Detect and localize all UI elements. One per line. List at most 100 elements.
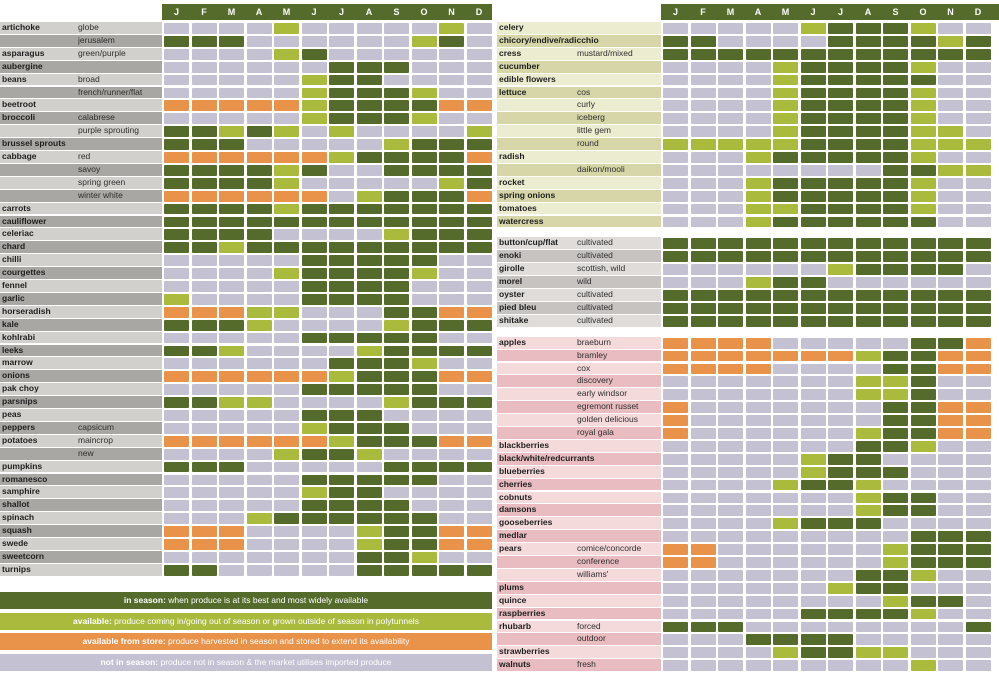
season-cell-j [800,389,826,401]
season-cell-a [745,126,771,138]
produce-variety: iceberg [577,112,605,123]
season-cell-m [773,35,798,47]
season-cell-s [384,152,409,163]
produce-variety: cultivated [577,289,613,299]
season-cell-o [910,595,936,607]
month-label: D [974,7,982,17]
season-cell-n [439,551,464,563]
season-cell-f [690,582,716,594]
season-cell-d [965,350,991,362]
row-label-bg [497,47,661,60]
season-cell-a [246,358,272,370]
season-cell-s [883,440,908,452]
season-cell-a [745,608,771,620]
season-cell-m [718,634,743,646]
season-cell-d [965,544,991,555]
season-cell-j [164,487,189,499]
season-cell-a [246,448,272,460]
season-cell-n [938,35,963,47]
row-label-bg [0,267,162,279]
season-cell-s [883,23,908,34]
season-cell-a [356,564,382,576]
season-cell-j [301,345,327,357]
month-label: M [282,7,291,17]
season-cell-a [745,440,771,452]
season-cell-f [690,608,716,620]
season-cell-j [800,376,826,388]
season-cell-s [883,126,908,138]
season-cell-j [800,177,826,189]
season-cell-j [329,126,354,138]
row-label-bg [0,538,162,550]
season-cell-f [191,384,217,396]
season-cell-j [800,315,826,327]
season-cell-s [384,358,409,370]
season-cell-o [910,634,936,646]
row-label-bg [497,189,661,202]
season-cell-j [301,113,327,125]
season-cell-s [883,608,908,620]
row-label-bg [0,499,162,512]
season-cell-f [690,238,716,250]
season-cell-n [439,306,464,318]
season-cell-j [828,113,853,125]
season-cell-j [663,290,688,301]
season-cell-d [466,177,492,189]
season-cell-n [938,100,963,112]
season-cell-j [301,268,327,279]
season-cell-m [773,518,798,530]
season-cell-a [855,479,881,491]
row-label-bg [0,241,162,254]
produce-name: rhubarb [499,620,532,631]
season-cell-a [246,551,272,563]
season-cell-j [663,74,688,86]
month-label: A [754,7,762,17]
season-cell-j [329,255,354,267]
produce-name: broccoli [2,112,36,123]
season-cell-o [910,531,936,543]
season-cell-m [718,376,743,388]
season-cell-j [164,74,189,86]
season-cell-a [246,410,272,421]
season-cell-s [384,216,409,228]
season-cell-j [663,428,688,439]
season-cell-j [329,152,354,163]
produce-variety: fresh [577,659,596,670]
season-cell-f [690,290,716,301]
season-cell-m [219,190,244,202]
season-cell-j [329,306,354,318]
season-cell-j [828,152,853,163]
season-cell-a [745,302,771,314]
season-cell-j [828,177,853,189]
season-cell-m [718,74,743,86]
season-cell-d [965,251,991,263]
season-cell-a [356,229,382,241]
season-cell-j [329,281,354,292]
season-cell-j [329,61,354,73]
season-cell-n [938,505,963,517]
season-cell-j [301,539,327,550]
season-cell-a [246,190,272,202]
produce-name: celery [499,22,524,32]
season-cell-s [883,290,908,301]
season-cell-d [965,505,991,517]
season-cell-a [745,177,771,189]
produce-name: kohlrabi [2,331,36,342]
season-cell-a [356,48,382,60]
season-cell-f [191,216,217,228]
season-cell-j [828,251,853,263]
season-cell-a [855,337,881,349]
season-cell-d [466,319,492,331]
season-cell-d [965,290,991,301]
season-cell-m [219,35,244,47]
season-cell-f [690,595,716,607]
season-cell-j [663,415,688,426]
season-cell-j [828,277,853,288]
season-cell-j [663,177,688,189]
season-cell-a [246,35,272,47]
row-label-bg [0,73,162,86]
season-cell-j [663,302,688,314]
season-cell-d [965,660,991,672]
row-label-bg [497,151,661,163]
season-cell-a [745,660,771,672]
